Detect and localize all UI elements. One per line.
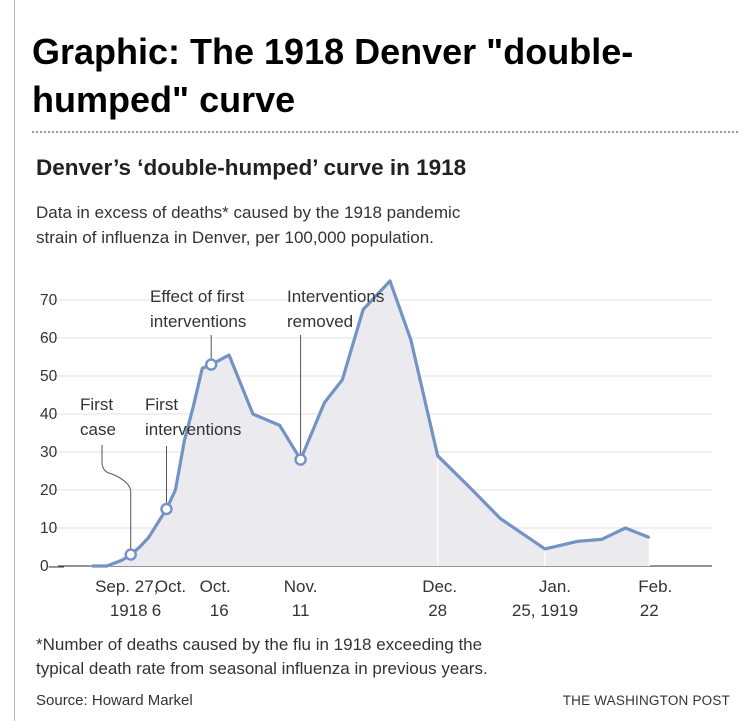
x-tick-label-1-line-1: Oct. [155,577,186,596]
page-title: Graphic: The 1918 Denver "double-humped"… [32,31,634,120]
annotation-marker-first-case [124,548,137,561]
annotation-label-effect-interventions-line-2: interventions [150,312,246,331]
data-point-23 [499,517,502,520]
data-point-27 [624,527,627,529]
x-tick-label-5-line-1: Jan. [539,577,571,596]
data-point-4 [138,546,141,548]
data-point-26 [600,538,603,541]
x-tick-label-5-line-2: 25, 1919 [512,601,578,620]
x-tick-label-0-line-2: 1918 [110,601,148,620]
annotation-label-interventions-removed-line-1: Interventions [287,287,384,306]
data-point-13 [252,413,254,415]
publisher-credit: THE WASHINGTON POST [562,693,730,708]
x-tick-label-6-line-1: Feb. [638,577,672,596]
y-tick-label-0: 0— [40,558,65,575]
data-point-24 [544,548,546,550]
x-tick-label-2-line-2: 16 [210,601,229,620]
section-divider [32,131,738,133]
annotation-label-first-interventions-line-1: First [145,395,178,414]
data-point-19 [389,280,391,282]
y-tick-label-30: 30 [40,444,58,461]
data-point-18 [362,308,364,311]
data-point-17 [341,379,344,381]
source-credit: Source: Howard Markel [36,692,193,709]
data-area [91,279,651,568]
data-point-20 [410,339,412,341]
y-tick-label-20: 20 [40,482,58,499]
y-tick-label-70: 70 [40,292,58,309]
data-point-5 [147,536,150,539]
footnote: *Number of deaths caused by the flu in 1… [36,633,488,681]
annotation-label-first-case-line-2: case [80,420,116,439]
annotation-marker-first-interventions [160,502,173,516]
x-tick-label-4-line-1: Dec. [422,577,457,596]
annotation-label-first-interventions-line-2: interventions [145,420,241,439]
data-point-25 [576,540,579,543]
y-tick-label-50: 50 [40,368,58,385]
annotation-marker-effect-interventions [204,358,218,371]
annotation-leader-first-case [101,445,132,550]
annotation-label-effect-interventions-line-1: Effect of first [150,287,244,306]
x-tick-label-6-line-2: 22 [640,601,659,620]
data-point-2 [121,559,123,562]
data-point-7 [174,489,177,491]
x-tick-label-1-line-2: 6 [152,601,161,620]
x-tick-label-2-line-1: Oct. [200,577,231,596]
x-tick-label-3-line-2: 11 [292,601,310,620]
data-point-10 [201,367,204,370]
data-point-8 [183,439,186,442]
x-axis-tick-labels: Sep. 27, 1918 Oct. 6 Oct. 16 Nov. 11 Dec. 28 Jan. 2… [95,577,672,620]
data-point-14 [278,424,281,427]
annotation-labels: First case First interventions Effect of fir… [80,287,384,439]
chart-title: Denver’s ‘double-humped’ curve in 1918 [36,155,467,180]
y-tick-label-40: 40 [40,406,58,423]
series-area-fill [92,281,650,566]
annotation-label-interventions-removed-line-2: removed [287,312,353,331]
x-tick-label-4-line-2: 28 [428,601,447,620]
data-point-9 [192,405,195,408]
x-tick-label-3-line-1: Nov. [284,577,318,596]
x-tick-label-0-line-1: Sep. 27, [95,577,158,596]
data-point-21 [436,455,439,457]
data-point-16 [323,401,326,404]
annotation-markers [124,358,307,561]
annotation-marker-interventions-removed [294,453,307,466]
data-point-28 [648,536,651,539]
annotation-label-first-case-line-1: First [80,395,113,414]
data-point-0 [91,565,93,567]
footnote-line-2: typical death rate from seasonal influen… [36,659,488,678]
y-tick-label-10: 10 [40,520,58,537]
page-frame-line [14,0,15,721]
data-point-12 [228,354,230,356]
chart-subtitle: Data in excess of deaths* caused by the … [36,200,460,250]
chart-subtitle-line-1: Data in excess of deaths* caused by the … [36,203,461,222]
y-tick-label-60: 60 [40,330,58,347]
annotation-leaders [101,335,302,550]
footnote-line-1: *Number of deaths caused by the flu in 1… [36,635,483,654]
chart-subtitle-line-2: strain of influenza in Denver, per 100,0… [36,228,434,247]
data-point-22 [469,487,472,489]
data-point-1 [106,565,108,567]
y-axis-tick-labels: 0— 10 20 30 40 50 60 70 [40,292,65,575]
